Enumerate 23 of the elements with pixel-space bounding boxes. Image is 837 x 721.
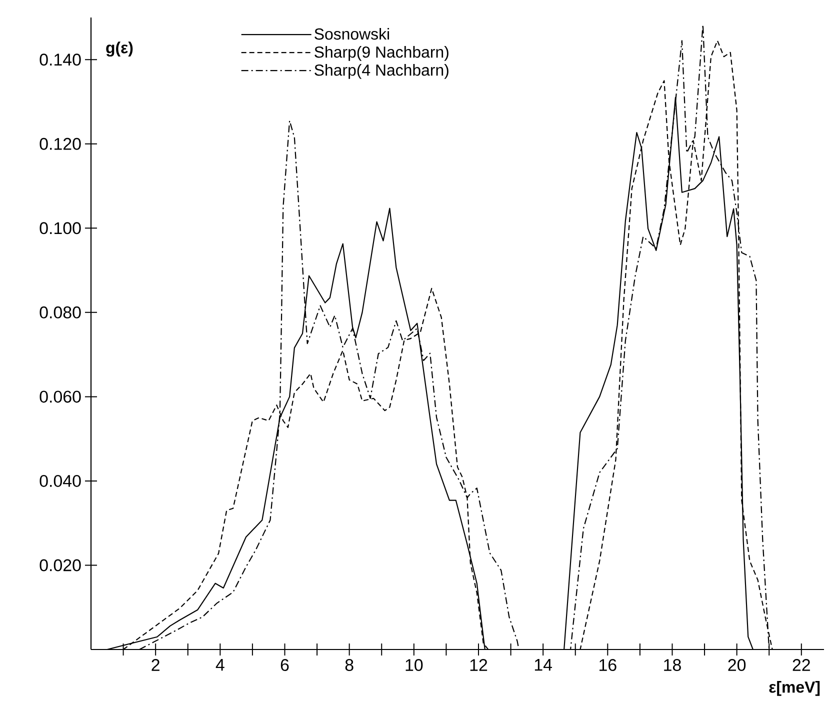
x-tick-label: 18 <box>664 659 681 672</box>
legend-label: Sharp(9 Nachbarn) <box>314 46 448 61</box>
y-tick-label: 0.120 <box>40 138 81 150</box>
y-tick-label: 0.020 <box>40 559 81 572</box>
legend-label: Sharp(4 Nachbarn) <box>314 64 448 79</box>
x-tick-label: 20 <box>728 659 746 672</box>
y-tick-label: 0.100 <box>40 222 81 234</box>
y-axis-title: g(ε) <box>106 42 133 57</box>
y-tick-label: 0.080 <box>40 306 81 318</box>
x-tick-label: 4 <box>216 659 224 671</box>
x-tick-label: 14 <box>534 659 552 671</box>
x-tick-label: 8 <box>345 659 354 672</box>
legend-label: Sosnowski <box>314 28 389 40</box>
x-axis-title: ε[meV] <box>769 681 820 696</box>
x-tick-label: 12 <box>470 659 488 671</box>
y-tick-label: 0.140 <box>40 54 81 66</box>
y-tick-label: 0.040 <box>40 474 81 487</box>
y-tick-label: 0.060 <box>40 390 81 403</box>
x-tick-label: 22 <box>792 659 810 671</box>
x-tick-label: 6 <box>280 659 289 672</box>
x-tick-label: 16 <box>600 659 616 672</box>
x-tick-label: 10 <box>406 659 423 672</box>
x-tick-label: 2 <box>152 659 160 671</box>
